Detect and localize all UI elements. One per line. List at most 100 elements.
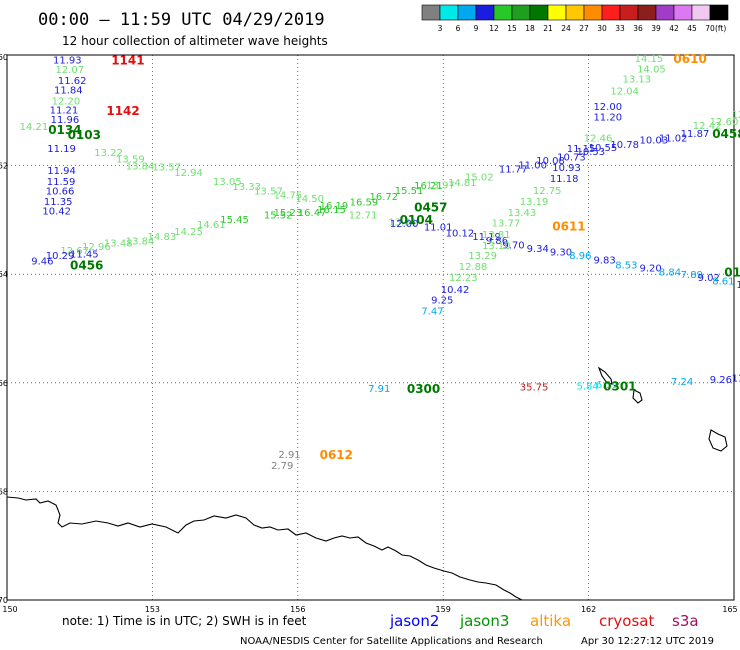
swh-value: 11.18 — [550, 174, 579, 185]
pass-time-label: 0301 — [603, 380, 636, 394]
satellite-name: s3a — [672, 612, 699, 630]
legend-swatch — [421, 4, 441, 21]
pass-time-label: 1141 — [111, 54, 144, 68]
color-legend: 3 6 9 12 15 18 21 24 27 30 33 36 39 42 45 70 — [421, 4, 729, 33]
swh-value: 8.84 — [659, 267, 681, 278]
swh-value: 11.62 — [58, 76, 87, 87]
legend-swatch — [439, 4, 459, 21]
legend-swatch — [493, 4, 513, 21]
swh-value: 10.93 — [552, 163, 581, 174]
swh-value: 9.20 — [639, 264, 661, 275]
swh-value: 11.96 — [51, 115, 80, 126]
swh-value: 8.61 — [712, 277, 734, 288]
swh-value: 11.93 — [53, 56, 82, 67]
swh-value: 13.84 — [126, 162, 155, 173]
pass-time-label: 0300 — [407, 382, 440, 396]
swh-value: 10.03 — [639, 136, 668, 147]
swh-value: 12.75 — [533, 186, 562, 197]
pass-time-label: 0610 — [673, 52, 706, 66]
legend-swatch — [637, 4, 657, 21]
swh-value: 11.59 — [47, 177, 76, 188]
lat-tick-label: -60 — [0, 53, 8, 62]
legend-label: 33 — [615, 24, 625, 33]
swh-value: 8.96 — [569, 251, 591, 262]
satellite-name: altika — [530, 612, 571, 630]
footer-note: note: 1) Time is in UTC; 2) SWH is in fe… — [62, 614, 307, 628]
legend-swatch — [583, 4, 603, 21]
island-2 — [632, 389, 643, 404]
swh-value: 2.79 — [271, 461, 293, 472]
pass-time-label: 0457 — [414, 200, 447, 214]
swh-value: 7.89 — [681, 270, 703, 281]
swh-value: 13.13 — [623, 75, 652, 86]
swh-value: 13.81 — [482, 230, 511, 241]
legend-label: 27 — [579, 24, 589, 33]
legend-label: 24 — [561, 24, 571, 33]
legend-label: 9 — [474, 24, 479, 33]
swh-value: 6.59 — [596, 380, 618, 391]
legend-label: 6 — [456, 24, 461, 33]
legend-label: 18 — [525, 24, 535, 33]
legend-label: 15 — [507, 24, 517, 33]
swh-value: 12.88 — [459, 262, 488, 273]
swh-value: 9.34 — [527, 244, 549, 255]
swh-value: 11.19 — [47, 144, 76, 155]
lon-tick-label: 153 — [145, 605, 160, 614]
page-subtitle: 12 hour collection of altimeter wave hei… — [62, 34, 328, 48]
swh-value: 7.47 — [421, 307, 443, 318]
swh-value: 12.60 — [710, 117, 739, 128]
swh-value: 11.15 — [567, 144, 596, 155]
swh-value: 5.84 — [576, 382, 598, 393]
swh-value: 8.53 — [615, 260, 637, 271]
swh-value: 15.52 — [264, 210, 293, 221]
swh-value: 9.46 — [31, 257, 53, 268]
swh-value: 10.53 — [576, 147, 605, 158]
swh-value: 11.19 — [472, 232, 501, 243]
swh-value: 12.67 — [60, 246, 89, 257]
swh-value: 10.12 — [446, 228, 475, 239]
satellite-name: jason2 — [389, 612, 439, 630]
lon-tick-label: 165 — [722, 605, 737, 614]
swh-value: 13.77 — [492, 219, 521, 230]
swh-value: 14.05 — [637, 64, 666, 75]
swh-value: 15.51 — [395, 186, 424, 197]
footer-credit: NOAA/NESDIS Center for Satellite Applica… — [240, 636, 543, 647]
pass-time-label: 0104 — [400, 213, 433, 227]
lon-tick-label: 162 — [581, 605, 596, 614]
swh-value: 13.57 — [152, 163, 181, 174]
swh-value: 13.59 — [116, 155, 145, 166]
antarctic-coastline — [6, 496, 523, 601]
swh-value: 13.05 — [213, 177, 242, 188]
footer-timestamp: Apr 30 12:27:12 UTC 2019 — [581, 636, 714, 647]
swh-value: 12.04 — [610, 87, 639, 98]
swh-value: 13.33 — [232, 182, 261, 193]
swh-value: 11.45 — [70, 250, 99, 261]
legend-swatch — [709, 4, 729, 21]
legend-label: 12 — [489, 24, 499, 33]
swh-value: 11.35 — [44, 197, 73, 208]
swh-value: 13.57 — [254, 187, 283, 198]
satellite-name: jason3 — [459, 612, 509, 630]
swh-value: 10.42 — [42, 207, 71, 218]
swh-value: 2.91 — [278, 450, 300, 461]
lat-tick-label: -62 — [0, 162, 8, 171]
legend-swatch — [475, 4, 495, 21]
pass-time-label: 0612 — [320, 448, 353, 462]
island-1 — [597, 366, 613, 385]
legend-label: 30 — [597, 24, 607, 33]
legend-label: 3 — [438, 24, 443, 33]
pass-time-label: 0456 — [70, 258, 103, 272]
swh-value: 16.59 — [350, 197, 379, 208]
coastline — [6, 366, 728, 601]
swh-value: 11.44 — [732, 373, 740, 384]
legend-label: 21 — [543, 24, 553, 33]
swh-value: 14.81 — [448, 178, 477, 189]
pass-time-label: 1142 — [106, 104, 139, 118]
legend-swatch — [511, 4, 531, 21]
swh-value: 10.29 — [46, 251, 75, 262]
swh-value: 14.25 — [174, 227, 203, 238]
swh-value: 13.31 — [388, 218, 417, 229]
swh-value: 14.15 — [635, 54, 664, 65]
